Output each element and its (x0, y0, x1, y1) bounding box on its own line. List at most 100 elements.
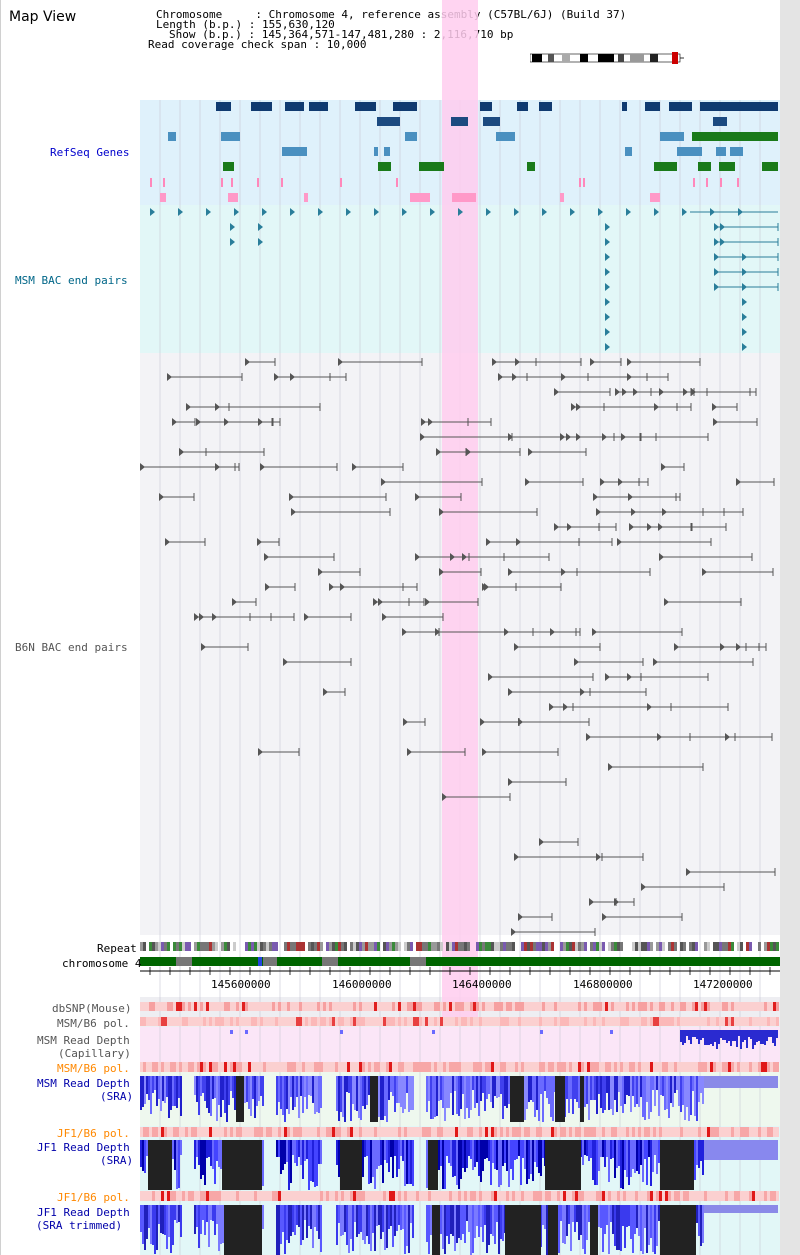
depth-bar (294, 1205, 296, 1235)
track-label-refseq[interactable]: RefSeq Genes (50, 146, 130, 159)
heat-cell (653, 1127, 656, 1137)
heat-cell (500, 1017, 503, 1026)
depth-bar (510, 1140, 512, 1169)
heat-cell (218, 1127, 221, 1137)
bac-end (201, 643, 206, 651)
depth-bar (468, 1140, 470, 1156)
heat-cell (419, 1017, 422, 1026)
depth-bar (472, 1205, 474, 1253)
heat-cell (671, 1002, 674, 1011)
heat-cell (515, 1191, 518, 1201)
bac-end (518, 913, 523, 921)
depth-bar (584, 1140, 586, 1155)
heat-cell (332, 1002, 335, 1011)
heat-cell (584, 1017, 587, 1026)
track-label-msm-b6-pol-1[interactable]: MSM/B6 pol. (57, 1017, 130, 1030)
heat-cell (728, 1127, 731, 1137)
heat-cell (224, 1017, 227, 1026)
heat-cell (530, 1017, 533, 1026)
heat-cell (776, 1062, 779, 1072)
heat-cell (356, 1127, 359, 1137)
depth-bar (460, 1205, 462, 1240)
heat-cell (740, 1127, 743, 1137)
heat-cell (338, 1127, 341, 1137)
heat-cell (692, 1127, 695, 1137)
track-label-jf1-b6-pol-2[interactable]: JF1/B6 pol. (57, 1191, 130, 1204)
heat-cell (278, 1191, 281, 1201)
depth-bar (164, 1205, 166, 1235)
heat-cell (218, 1017, 221, 1026)
bac-end (714, 253, 719, 261)
heat-cell (701, 1191, 704, 1201)
heat-cell (674, 1002, 677, 1011)
vertical-scrollbar[interactable] (780, 0, 800, 1255)
chromosome-ideogram[interactable] (530, 52, 684, 64)
gene-block (216, 102, 231, 111)
heat-cell (644, 1191, 647, 1201)
heat-cell (239, 1002, 242, 1011)
depth-bar (606, 1140, 608, 1157)
repeat-block (728, 942, 731, 951)
track-label-msm-depth-sra[interactable]: MSM Read Depth (37, 1077, 130, 1090)
heat-cell (506, 1062, 509, 1072)
bac-end (212, 613, 217, 621)
track-label-jf1-depth-sra[interactable]: JF1 Read Depth (37, 1141, 130, 1154)
heat-cell (476, 1062, 479, 1072)
heat-cell (467, 1062, 470, 1072)
track-label-msm-depth-cap[interactable]: MSM Read Depth (37, 1034, 130, 1047)
depth-bar (610, 1076, 612, 1109)
depth-bar (168, 1205, 170, 1237)
track-label-repeat[interactable]: Repeat (97, 942, 137, 955)
repeat-block (485, 942, 488, 951)
gene-block (762, 162, 778, 171)
track-label-jf1-b6-pol-1[interactable]: JF1/B6 pol. (57, 1127, 130, 1140)
heat-cell (617, 1017, 620, 1026)
heat-cell (587, 1002, 590, 1011)
heat-cell (629, 1191, 632, 1201)
heat-cell (506, 1127, 509, 1137)
track-label-dbsnp[interactable]: dbSNP(Mouse) (52, 1002, 132, 1015)
heat-cell (734, 1062, 737, 1072)
depth-bar (690, 1076, 692, 1115)
depth-bar (462, 1205, 464, 1234)
repeat-block (617, 942, 620, 951)
depth-bar (404, 1076, 406, 1109)
depth-bar (320, 1140, 322, 1164)
bac-end (258, 223, 263, 231)
heat-cell (377, 1002, 380, 1011)
heat-cell (686, 1127, 689, 1137)
bac-end (442, 793, 447, 801)
depth-bar (616, 1140, 618, 1168)
bac-end (570, 208, 575, 216)
track-label-b6n-bac[interactable]: B6N BAC end pairs (15, 641, 128, 654)
heat-cell (149, 1191, 152, 1201)
heat-cell (563, 1191, 566, 1201)
repeat-block (503, 942, 506, 951)
heat-cell (512, 1002, 515, 1011)
heat-cell (689, 1002, 692, 1011)
depth-bar (464, 1076, 466, 1119)
track-label-msm-b6-pol-2[interactable]: MSM/B6 pol. (57, 1062, 130, 1075)
depth-bar (144, 1076, 146, 1104)
depth-bar (682, 1030, 684, 1045)
heat-cell (389, 1127, 392, 1137)
depth-bar (504, 1140, 506, 1163)
heat-cell (347, 1127, 350, 1137)
heat-cell (542, 1062, 545, 1072)
heat-cell (539, 1002, 542, 1011)
track-label-jf1-depth-trim[interactable]: JF1 Read Depth (37, 1206, 130, 1219)
heat-cell (290, 1002, 293, 1011)
depth-bar (706, 1030, 708, 1045)
heat-cell (596, 1062, 599, 1072)
gene-block (304, 193, 308, 202)
track-label-chromosome[interactable]: chromosome 4 (62, 957, 142, 970)
heat-cell (752, 1062, 755, 1072)
bac-end (720, 643, 725, 651)
depth-bar (176, 1140, 178, 1189)
track-label-msm-bac[interactable]: MSM BAC end pairs (15, 274, 128, 287)
heat-cell (302, 1127, 305, 1137)
heat-cell (404, 1127, 407, 1137)
chromosome-gap (322, 957, 338, 966)
depth-bar (384, 1140, 386, 1160)
